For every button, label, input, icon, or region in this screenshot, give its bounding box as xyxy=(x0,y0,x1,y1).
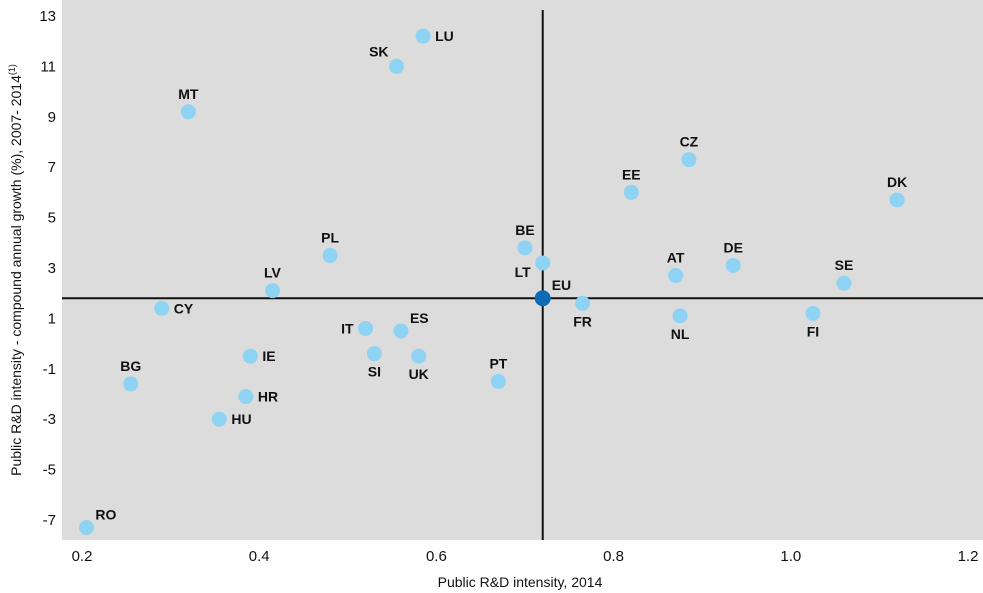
y-axis-title-text: Public R&D intensity - compound annual g… xyxy=(8,75,24,476)
y-tick-label: 1 xyxy=(48,310,56,327)
point-label-se: SE xyxy=(835,257,854,273)
point-label-hr: HR xyxy=(258,389,278,405)
point-label-fr: FR xyxy=(573,313,592,329)
point-label-ro: RO xyxy=(95,507,116,523)
x-tick-label: 1.2 xyxy=(958,548,979,565)
point-label-lt: LT xyxy=(515,264,532,280)
point-label-cz: CZ xyxy=(680,134,699,150)
point-label-si: SI xyxy=(368,364,381,380)
data-point-lu xyxy=(415,28,431,44)
data-point-fi xyxy=(805,305,821,321)
point-label-sk: SK xyxy=(369,43,388,59)
data-point-lv xyxy=(264,283,280,299)
data-point-ro xyxy=(78,520,94,536)
y-tick-label: 7 xyxy=(48,159,56,176)
y-tick-labels: 13 11 9 7 5 3 1 -1 -3 -5 -7 xyxy=(39,8,56,529)
point-label-dk: DK xyxy=(887,174,907,190)
data-point-hr xyxy=(238,389,254,405)
data-point-es xyxy=(393,323,409,339)
y-tick-label: 13 xyxy=(39,8,56,25)
data-point-cy xyxy=(154,300,170,316)
point-label-pt: PT xyxy=(489,355,507,371)
data-point-cz xyxy=(681,152,697,168)
data-point-eu xyxy=(534,290,551,307)
data-point-mt xyxy=(180,104,196,120)
x-tick-label: 0.4 xyxy=(249,548,270,565)
data-point-de xyxy=(725,257,741,273)
y-tick-label: -7 xyxy=(43,512,56,529)
point-label-bg: BG xyxy=(120,358,141,374)
data-point-nl xyxy=(672,308,688,324)
data-point-hu xyxy=(211,411,227,427)
data-point-sk xyxy=(389,58,405,74)
point-label-mt: MT xyxy=(178,86,199,102)
point-label-hu: HU xyxy=(231,411,251,427)
y-axis-title: Public R&D intensity - compound annual g… xyxy=(7,64,24,476)
data-point-be xyxy=(517,240,533,256)
y-axis-title-superscript: (1) xyxy=(7,64,17,75)
point-label-ie: IE xyxy=(262,348,275,364)
y-tick-label: -5 xyxy=(43,462,56,479)
y-tick-label: -1 xyxy=(43,361,56,378)
data-point-at xyxy=(668,268,684,284)
x-tick-label: 1.0 xyxy=(780,548,801,565)
point-label-de: DE xyxy=(723,239,742,255)
point-label-it: IT xyxy=(341,320,354,336)
data-point-si xyxy=(366,346,382,362)
data-point-dk xyxy=(889,192,905,208)
y-tick-label: 3 xyxy=(48,260,56,277)
point-label-fi: FI xyxy=(807,323,819,339)
point-label-lu: LU xyxy=(435,28,454,44)
y-tick-label: -3 xyxy=(43,411,56,428)
point-label-pl: PL xyxy=(321,229,339,245)
point-label-lv: LV xyxy=(264,265,282,281)
data-point-se xyxy=(836,275,852,291)
data-point-ie xyxy=(242,348,258,364)
point-label-cy: CY xyxy=(174,300,194,316)
point-label-ee: EE xyxy=(622,166,641,182)
x-tick-label: 0.6 xyxy=(426,548,447,565)
x-tick-label: 0.8 xyxy=(603,548,624,565)
y-tick-label: 5 xyxy=(48,210,56,227)
point-label-eu: EU xyxy=(552,277,571,293)
data-point-ee xyxy=(623,184,639,200)
point-label-es: ES xyxy=(410,310,429,326)
data-point-pl xyxy=(322,247,338,263)
point-label-uk: UK xyxy=(409,366,429,382)
data-point-pt xyxy=(490,373,506,389)
data-point-lt xyxy=(535,255,551,271)
point-label-nl: NL xyxy=(671,326,690,342)
point-labels: LU SK MT CZ EE DK BE PL LT DE AT SE LV EU FR CY FI NL IT ES… xyxy=(95,28,907,522)
y-tick-label: 9 xyxy=(48,109,56,126)
x-tick-label: 0.2 xyxy=(72,548,93,565)
data-point-it xyxy=(358,320,374,336)
y-tick-label: 11 xyxy=(40,58,56,75)
data-point-uk xyxy=(411,348,427,364)
plot-area xyxy=(62,0,983,540)
data-points xyxy=(78,28,905,536)
x-axis-title: Public R&D intensity, 2014 xyxy=(438,574,603,590)
point-label-be: BE xyxy=(515,222,534,238)
point-label-at: AT xyxy=(667,250,685,266)
data-point-fr xyxy=(575,295,591,311)
x-tick-labels: 0.2 0.4 0.6 0.8 1.0 1.2 xyxy=(72,548,979,565)
data-point-bg xyxy=(123,376,139,392)
